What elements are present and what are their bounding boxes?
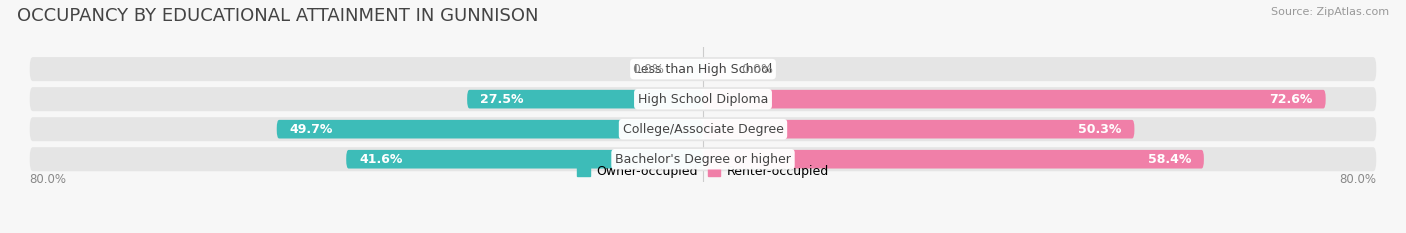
FancyBboxPatch shape <box>703 60 724 79</box>
Legend: Owner-occupied, Renter-occupied: Owner-occupied, Renter-occupied <box>578 165 828 178</box>
Text: OCCUPANCY BY EDUCATIONAL ATTAINMENT IN GUNNISON: OCCUPANCY BY EDUCATIONAL ATTAINMENT IN G… <box>17 7 538 25</box>
FancyBboxPatch shape <box>30 57 1376 81</box>
Text: 0.0%: 0.0% <box>741 63 773 76</box>
Text: 80.0%: 80.0% <box>30 173 66 186</box>
FancyBboxPatch shape <box>30 117 1376 141</box>
FancyBboxPatch shape <box>30 87 1376 111</box>
Text: 49.7%: 49.7% <box>290 123 333 136</box>
Text: Bachelor's Degree or higher: Bachelor's Degree or higher <box>614 153 792 166</box>
Text: 80.0%: 80.0% <box>1340 173 1376 186</box>
FancyBboxPatch shape <box>682 60 703 79</box>
Text: Less than High School: Less than High School <box>634 63 772 76</box>
Text: 50.3%: 50.3% <box>1078 123 1122 136</box>
Text: 27.5%: 27.5% <box>479 93 523 106</box>
FancyBboxPatch shape <box>703 150 1204 168</box>
Text: Source: ZipAtlas.com: Source: ZipAtlas.com <box>1271 7 1389 17</box>
FancyBboxPatch shape <box>703 90 1326 109</box>
Text: 41.6%: 41.6% <box>359 153 402 166</box>
FancyBboxPatch shape <box>30 147 1376 171</box>
Text: 0.0%: 0.0% <box>633 63 665 76</box>
Text: College/Associate Degree: College/Associate Degree <box>623 123 783 136</box>
Text: 58.4%: 58.4% <box>1147 153 1191 166</box>
Text: 72.6%: 72.6% <box>1270 93 1313 106</box>
FancyBboxPatch shape <box>467 90 703 109</box>
FancyBboxPatch shape <box>346 150 703 168</box>
FancyBboxPatch shape <box>277 120 703 138</box>
Text: High School Diploma: High School Diploma <box>638 93 768 106</box>
FancyBboxPatch shape <box>703 120 1135 138</box>
